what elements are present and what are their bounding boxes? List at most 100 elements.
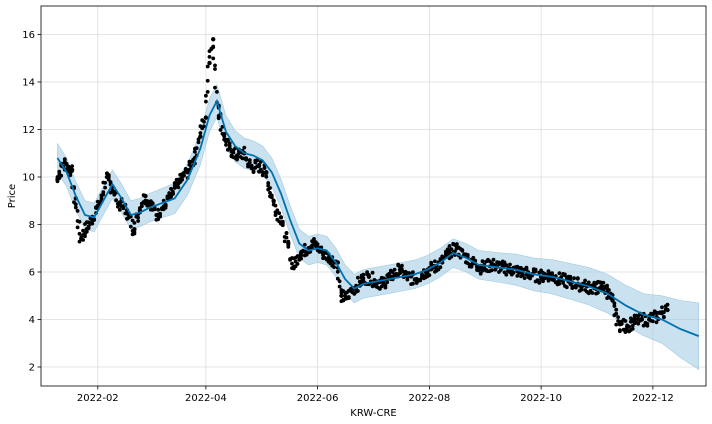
x-tick-label: 2022-10: [520, 393, 562, 404]
observed-point: [579, 287, 584, 292]
observed-point: [207, 61, 212, 66]
observed-point: [257, 164, 261, 169]
observed-point: [280, 219, 285, 224]
observed-point: [101, 190, 106, 195]
uncertainty-band-group: [57, 83, 700, 370]
observed-point: [596, 290, 600, 295]
observed-point: [361, 272, 366, 277]
observed-point: [103, 180, 107, 185]
observed-point: [546, 269, 551, 273]
forecast-line-group: [56, 98, 700, 337]
observed-point: [84, 229, 89, 234]
observed-point: [302, 242, 307, 247]
observed-point: [150, 201, 155, 206]
observed-point: [433, 259, 437, 264]
observed-point: [654, 320, 659, 325]
observed-point: [601, 280, 606, 285]
observed-point: [618, 329, 622, 334]
y-tick-label: 4: [29, 315, 35, 326]
observed-point: [176, 185, 181, 190]
observed-point: [429, 260, 434, 265]
observed-point: [152, 207, 157, 212]
observed-point: [471, 255, 476, 260]
observed-point: [205, 78, 210, 83]
observed-point: [268, 186, 272, 190]
observed-point: [213, 67, 217, 71]
observed-point: [346, 296, 351, 300]
observed-point: [194, 146, 199, 151]
observed-point: [491, 257, 496, 262]
observed-point: [356, 289, 360, 293]
observed-point: [99, 196, 104, 201]
observed-point: [158, 214, 163, 219]
observed-point: [213, 63, 217, 68]
observed-point: [480, 259, 485, 264]
observed-point: [198, 134, 203, 139]
observed-point: [559, 275, 564, 279]
observed-point: [273, 213, 278, 218]
observed-point: [612, 304, 617, 308]
observed-point: [204, 93, 208, 98]
observed-point: [158, 211, 163, 216]
observed-point: [211, 56, 216, 61]
y-tick-label: 14: [22, 78, 35, 89]
observed-point: [154, 213, 159, 217]
observed-point: [284, 231, 289, 236]
observed-point: [489, 268, 494, 273]
observed-point: [610, 298, 615, 302]
observed-point: [335, 269, 340, 274]
observed-point: [277, 211, 282, 216]
observed-point: [660, 305, 664, 310]
observed-point: [515, 274, 520, 278]
observed-point: [83, 234, 87, 239]
observed-point: [163, 205, 168, 210]
observed-point: [198, 131, 203, 135]
observed-point: [202, 124, 206, 129]
observed-point: [132, 230, 137, 234]
observed-point: [400, 263, 404, 268]
y-axis: 2 4 6 8 10 12 14 16: [22, 30, 41, 374]
observed-point: [251, 169, 256, 174]
observed-point: [227, 143, 232, 148]
x-axis-title: KRW-CRE: [350, 408, 396, 419]
observed-point: [103, 185, 107, 190]
observed-point: [213, 85, 217, 90]
plot-frame: [40, 5, 707, 387]
observed-point: [196, 140, 201, 145]
observed-point: [564, 285, 569, 290]
observed-point: [568, 274, 573, 279]
observed-point: [357, 279, 362, 284]
observed-point: [607, 288, 611, 292]
observed-point: [244, 157, 249, 162]
observed-point: [204, 116, 208, 120]
observed-point: [533, 267, 538, 272]
observed-point: [427, 273, 432, 277]
observed-point: [97, 200, 102, 205]
observed-point: [605, 283, 609, 288]
observed-point: [269, 195, 274, 200]
observed-point: [247, 160, 252, 165]
observed-point: [627, 324, 631, 329]
observed-point: [273, 203, 278, 208]
observed-point: [612, 301, 617, 306]
observed-point: [339, 293, 344, 298]
observed-point: [645, 321, 650, 326]
observed-point: [57, 169, 62, 174]
observed-point: [563, 273, 567, 278]
observed-point: [632, 321, 637, 326]
observed-point: [262, 166, 267, 171]
observed-point: [218, 128, 223, 132]
observed-point: [630, 323, 635, 328]
observed-point: [280, 223, 285, 228]
observed-point: [182, 173, 186, 178]
observed-point: [662, 310, 666, 315]
observed-point: [169, 187, 174, 191]
observed-point: [590, 291, 595, 295]
observed-point: [636, 321, 641, 326]
observed-point: [70, 169, 74, 173]
observed-point: [365, 270, 369, 274]
observed-point: [249, 166, 254, 171]
observed-point: [504, 272, 509, 277]
observed-point: [64, 162, 69, 166]
observed-point: [143, 194, 148, 199]
